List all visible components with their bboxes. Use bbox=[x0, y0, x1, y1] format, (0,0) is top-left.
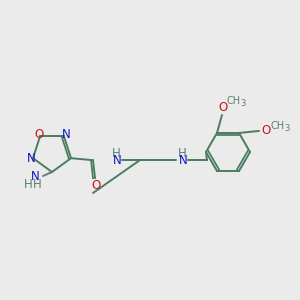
Text: O: O bbox=[34, 128, 44, 141]
Text: H: H bbox=[112, 147, 120, 160]
Text: O: O bbox=[218, 101, 228, 114]
Text: N: N bbox=[61, 128, 70, 141]
Text: N: N bbox=[178, 154, 188, 167]
Text: CH: CH bbox=[227, 96, 241, 106]
Text: 3: 3 bbox=[284, 124, 290, 134]
Text: 3: 3 bbox=[240, 99, 246, 108]
Text: H: H bbox=[33, 178, 41, 191]
Text: H: H bbox=[24, 178, 32, 190]
Text: N: N bbox=[112, 154, 122, 167]
Text: O: O bbox=[261, 124, 271, 137]
Text: N: N bbox=[31, 170, 39, 184]
Text: H: H bbox=[178, 147, 186, 160]
Text: N: N bbox=[27, 152, 35, 165]
Text: O: O bbox=[92, 179, 100, 192]
Text: CH: CH bbox=[271, 121, 285, 131]
